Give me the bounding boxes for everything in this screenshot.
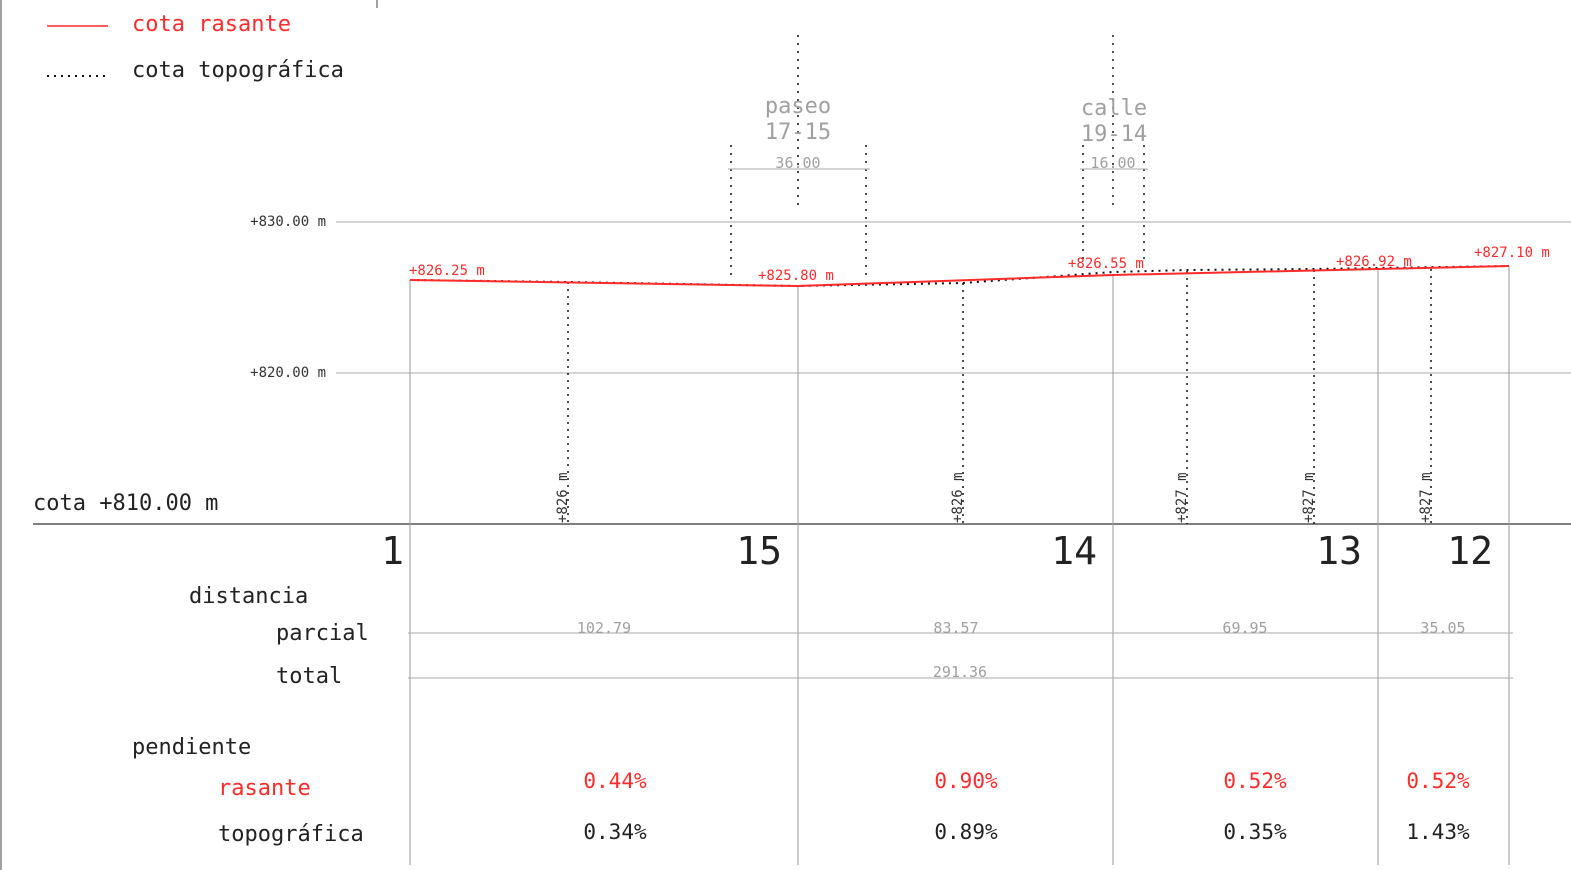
crossing-paseo-name: paseo bbox=[765, 94, 831, 119]
table-label-distancia: distancia bbox=[189, 584, 308, 609]
topo-slope-3: 0.35% bbox=[1223, 820, 1287, 844]
rasante-label-13: +826.92 m bbox=[1336, 254, 1412, 270]
rasante-slope-1: 0.44% bbox=[583, 769, 647, 793]
crossing-paseo: paseo 17-15 36.00 bbox=[728, 35, 870, 280]
rasante-label-15: +825.80 m bbox=[758, 268, 834, 284]
station-number-15: 15 bbox=[736, 529, 782, 573]
topo-verticals bbox=[567, 269, 1432, 524]
parcial-value-1: 102.79 bbox=[577, 619, 631, 637]
parcial-value-3: 69.95 bbox=[1222, 619, 1267, 637]
legend: cota rasante cota topográfica bbox=[47, 12, 344, 83]
rasante-label-1: +826.25 m bbox=[409, 263, 485, 279]
legend-topo-label: cota topográfica bbox=[132, 58, 344, 83]
parcial-value-2: 83.57 bbox=[933, 619, 978, 637]
gridline-820-label: +820.00 m bbox=[250, 365, 326, 381]
topo-slope-1: 0.34% bbox=[583, 820, 647, 844]
table-labels: distancia parcial total pendiente rasant… bbox=[132, 584, 369, 847]
topo-labels: +826 m +826 m +827 m +827 m +827 m bbox=[555, 472, 1434, 523]
topo-label-4: +827 m bbox=[1301, 472, 1317, 523]
station-number-13: 13 bbox=[1316, 529, 1362, 573]
total-value: 291.36 bbox=[933, 663, 987, 681]
rasante-profile bbox=[409, 265, 1510, 288]
gridlines: +830.00 m +820.00 m bbox=[250, 214, 1571, 381]
rasante-label-14: +826.55 m bbox=[1068, 256, 1144, 272]
parcial-value-4: 35.05 bbox=[1420, 619, 1465, 637]
table-label-total: total bbox=[276, 664, 342, 689]
topo-slope-2: 0.89% bbox=[934, 820, 998, 844]
crossing-calle-width: 16.00 bbox=[1090, 154, 1135, 172]
topo-label-2: +826 m bbox=[950, 472, 966, 523]
crossing-calle-code: 19-14 bbox=[1081, 122, 1147, 147]
station-number-1: 1 bbox=[381, 529, 404, 573]
topo-slope-4: 1.43% bbox=[1406, 820, 1470, 844]
crossing-paseo-width: 36.00 bbox=[775, 154, 820, 172]
crossing-paseo-code: 17-15 bbox=[765, 120, 831, 145]
crossing-calle: calle 19-14 16.00 bbox=[1080, 35, 1148, 262]
station-numbers: 1 15 14 13 12 bbox=[381, 529, 1493, 573]
rasante-slope-4: 0.52% bbox=[1406, 769, 1470, 793]
datum-label: cota +810.00 m bbox=[33, 491, 218, 516]
topo-label-1: +826 m bbox=[555, 472, 571, 523]
rasante-label-12: +827.10 m bbox=[1474, 245, 1550, 261]
table-label-pendiente: pendiente bbox=[132, 735, 251, 760]
table-label-parcial: parcial bbox=[276, 621, 369, 646]
topo-label-5: +827 m bbox=[1418, 472, 1434, 523]
station-number-12: 12 bbox=[1447, 529, 1493, 573]
topo-label-3: +827 m bbox=[1174, 472, 1190, 523]
rasante-slope-3: 0.52% bbox=[1223, 769, 1287, 793]
distance-dimensions: 102.79 83.57 69.95 35.05 291.36 bbox=[408, 619, 1513, 681]
gridline-830-label: +830.00 m bbox=[250, 214, 326, 230]
crossing-calle-name: calle bbox=[1081, 96, 1147, 121]
rasante-slope-2: 0.90% bbox=[934, 769, 998, 793]
station-lines bbox=[409, 266, 1510, 865]
station-number-14: 14 bbox=[1051, 529, 1097, 573]
legend-rasante-label: cota rasante bbox=[132, 12, 291, 37]
table-label-rasante: rasante bbox=[218, 776, 311, 801]
rasante-labels: +826.25 m +825.80 m +826.55 m +826.92 m … bbox=[409, 245, 1550, 284]
slopes: 0.44% 0.90% 0.52% 0.52% 0.34% 0.89% 0.35… bbox=[583, 769, 1470, 844]
table-label-topografica: topográfica bbox=[218, 822, 364, 847]
